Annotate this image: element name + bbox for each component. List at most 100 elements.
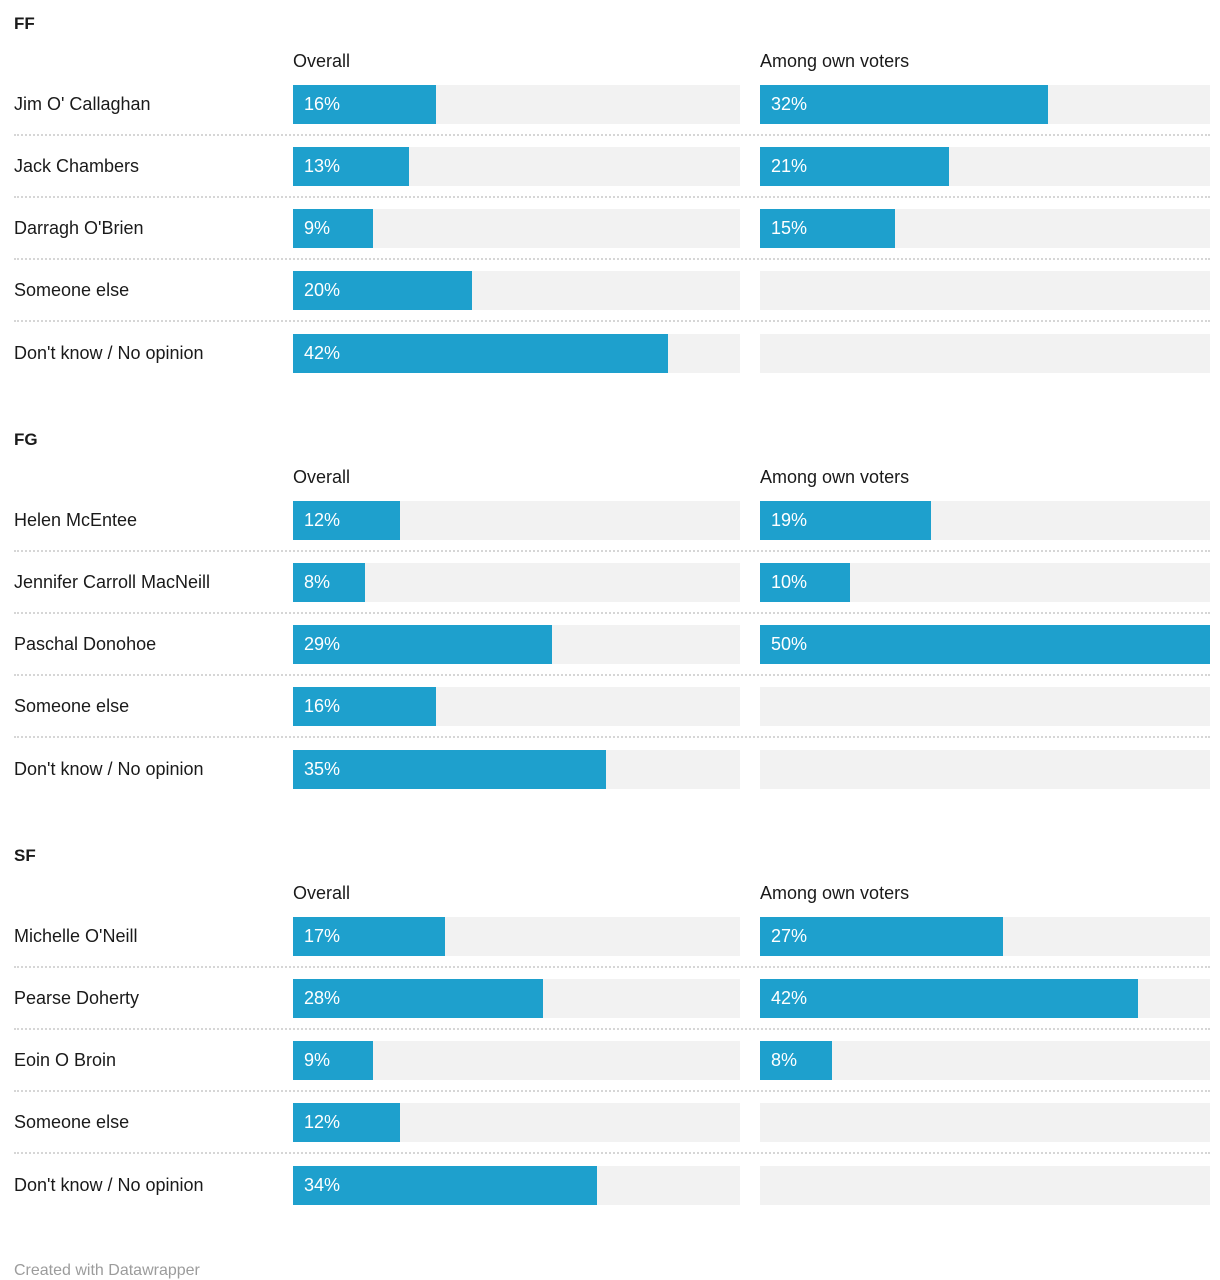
own-voters-track: 42% (760, 978, 1210, 1018)
column-header-row: Overall Among own voters (14, 450, 1210, 490)
party-section-SF: SF Overall Among own voters Michelle O'Neil… (14, 846, 1210, 1216)
overall-track: 35% (293, 749, 740, 789)
overall-value-label: 20% (304, 279, 341, 300)
row-label: Pearse Doherty (14, 988, 140, 1008)
row-label: Helen McEntee (14, 510, 138, 530)
own-voters-value-label: 42% (771, 987, 808, 1008)
own-voters-bar: 27% (760, 916, 1003, 956)
own-voters-cell (760, 686, 1210, 726)
overall-track: 13% (293, 146, 740, 186)
own-voters-bar: 42% (760, 978, 1138, 1018)
overall-cell: 12% (293, 500, 740, 540)
chart-row: Michelle O'Neill 17% 27% (14, 906, 1210, 968)
own-voters-value-label: 32% (771, 93, 808, 114)
chart-row: Someone else 20% (14, 260, 1210, 322)
own-voters-bar: 8% (760, 1040, 832, 1080)
own-voters-bar: 10% (760, 562, 850, 602)
attribution-text: Created with Datawrapper (14, 1262, 200, 1279)
attribution: Created with Datawrapper (14, 1262, 1210, 1280)
overall-cell: 13% (293, 146, 740, 186)
overall-bar: 9% (293, 1040, 374, 1080)
overall-bar: 35% (293, 749, 606, 789)
own-voters-track (760, 1102, 1210, 1142)
overall-track: 16% (293, 686, 740, 726)
overall-cell: 20% (293, 270, 740, 310)
overall-value-label: 42% (304, 342, 341, 363)
own-voters-track (760, 749, 1210, 789)
own-voters-cell: 27% (760, 916, 1210, 956)
overall-track: 16% (293, 84, 740, 124)
overall-bar: 12% (293, 1102, 401, 1142)
party-section-FG: FG Overall Among own voters Helen McEntee 12… (14, 430, 1210, 800)
own-voters-cell: 50% (760, 624, 1210, 664)
row-label: Jennifer Carroll MacNeill (14, 572, 211, 592)
overall-value-label: 28% (304, 987, 341, 1008)
overall-bar: 16% (293, 686, 437, 726)
overall-cell: 34% (293, 1165, 740, 1205)
overall-track: 12% (293, 500, 740, 540)
overall-value-label: 16% (304, 695, 341, 716)
own-voters-value-label: 27% (771, 925, 808, 946)
chart-row: Someone else 16% (14, 676, 1210, 738)
own-voters-cell: 8% (760, 1040, 1210, 1080)
overall-value-label: 17% (304, 925, 341, 946)
overall-value-label: 29% (304, 633, 341, 654)
chart-row: Jennifer Carroll MacNeill 8% 10% (14, 552, 1210, 614)
own-voters-cell (760, 1165, 1210, 1205)
chart-row: Eoin O Broin 9% 8% (14, 1030, 1210, 1092)
overall-cell: 16% (293, 84, 740, 124)
row-label: Paschal Donohoe (14, 634, 157, 654)
overall-bar: 29% (293, 624, 553, 664)
chart-row: Don't know / No opinion 35% (14, 738, 1210, 800)
own-voters-value-label: 8% (771, 1049, 798, 1070)
overall-value-label: 9% (304, 217, 331, 238)
overall-bar: 13% (293, 146, 410, 186)
own-voters-track: 27% (760, 916, 1210, 956)
overall-cell: 8% (293, 562, 740, 602)
chart-root: FF Overall Among own voters Jim O' Callagha… (14, 14, 1210, 1280)
overall-bar: 8% (293, 562, 365, 602)
overall-cell: 29% (293, 624, 740, 664)
own-voters-cell: 42% (760, 978, 1210, 1018)
row-label: Someone else (14, 696, 130, 716)
section-title: SF (14, 846, 36, 865)
row-label: Don't know / No opinion (14, 759, 204, 779)
row-label: Darragh O'Brien (14, 218, 144, 238)
chart-row: Paschal Donohoe 29% 50% (14, 614, 1210, 676)
overall-track: 20% (293, 270, 740, 310)
row-label: Jack Chambers (14, 156, 140, 176)
chart-row: Someone else 12% (14, 1092, 1210, 1154)
own-voters-value-label: 21% (771, 155, 808, 176)
section-rows: Michelle O'Neill 17% 27% Pearse Doherty 28% 4… (14, 906, 1210, 1216)
overall-cell: 16% (293, 686, 740, 726)
section-title: FF (14, 14, 35, 33)
own-voters-track: 10% (760, 562, 1210, 602)
own-voters-bar: 50% (760, 624, 1210, 664)
overall-bar: 12% (293, 500, 401, 540)
chart-row: Darragh O'Brien 9% 15% (14, 198, 1210, 260)
column-header-overall: Overall (293, 467, 351, 487)
overall-cell: 35% (293, 749, 740, 789)
own-voters-track: 15% (760, 208, 1210, 248)
own-voters-track: 19% (760, 500, 1210, 540)
overall-value-label: 8% (304, 571, 331, 592)
overall-value-label: 9% (304, 1049, 331, 1070)
own-voters-cell (760, 1102, 1210, 1142)
overall-bar: 17% (293, 916, 445, 956)
own-voters-value-label: 15% (771, 217, 808, 238)
own-voters-value-label: 19% (771, 509, 808, 530)
own-voters-bar: 15% (760, 208, 895, 248)
chart-sections: FF Overall Among own voters Jim O' Callagha… (14, 14, 1210, 1216)
row-label: Michelle O'Neill (14, 926, 138, 946)
chart-row: Jim O' Callaghan 16% 32% (14, 74, 1210, 136)
overall-bar: 16% (293, 84, 437, 124)
column-header-own-voters: Among own voters (760, 883, 910, 903)
own-voters-bar: 21% (760, 146, 949, 186)
own-voters-track: 21% (760, 146, 1210, 186)
row-label: Don't know / No opinion (14, 1175, 204, 1195)
overall-bar: 9% (293, 208, 374, 248)
chart-row: Pearse Doherty 28% 42% (14, 968, 1210, 1030)
overall-cell: 9% (293, 1040, 740, 1080)
overall-value-label: 12% (304, 509, 341, 530)
own-voters-value-label: 10% (771, 571, 808, 592)
